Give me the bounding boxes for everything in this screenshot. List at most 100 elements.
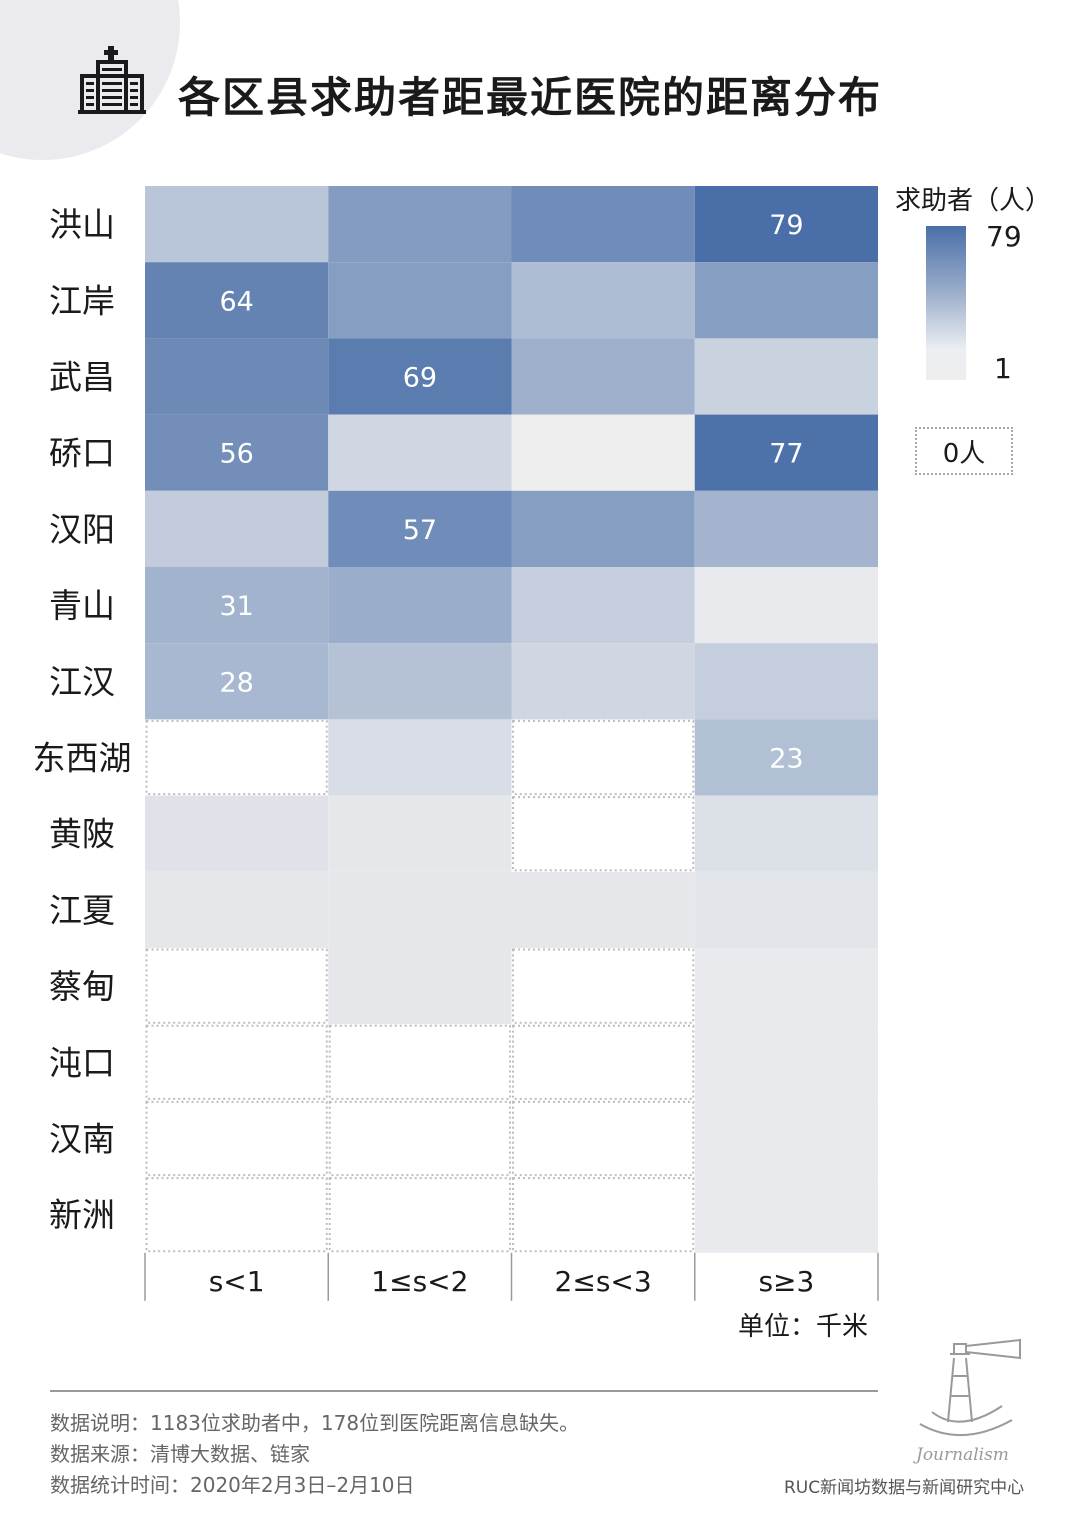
heatmap-cell	[694, 719, 878, 796]
chart-title: 各区县求助者距最近医院的距离分布	[178, 73, 883, 122]
cell-value-label: 28	[219, 667, 253, 698]
hospital-building-icon	[78, 46, 146, 114]
heatmap-cell	[694, 490, 878, 567]
heatmap-cell	[328, 795, 512, 872]
heatmap-cell	[145, 1177, 328, 1253]
heatmap-cell	[694, 414, 878, 491]
cell-value-label: 64	[219, 286, 253, 317]
heatmap-cell	[694, 795, 878, 872]
heatmap-cell	[145, 643, 329, 720]
heatmap-cell	[328, 186, 512, 263]
legend-title: 求助者（人）	[895, 186, 1052, 216]
heatmap-cell	[694, 1176, 878, 1253]
row-label: 黄陂	[49, 815, 115, 854]
heatmap-cell	[694, 643, 878, 720]
heatmap-cell	[512, 1024, 695, 1100]
heatmap-cell	[328, 414, 512, 491]
cell-value-label: 77	[769, 439, 803, 470]
heatmap-cell	[145, 1024, 328, 1100]
column-label: s<1	[209, 1265, 265, 1298]
heatmap-cell	[328, 719, 512, 796]
heatmap-cell	[694, 186, 878, 263]
data-note: 数据说明：1183位求助者中，178位到医院距离信息缺失。	[50, 1411, 580, 1435]
heatmap-cell	[328, 262, 512, 339]
legend-max-label: 79	[986, 220, 1022, 253]
heatmap-cell	[145, 719, 328, 796]
lighthouse-logo: Journalism	[913, 1338, 1021, 1465]
heatmap-cell	[511, 643, 695, 720]
heatmap-cell	[511, 490, 695, 567]
heatmap-cell	[145, 186, 329, 263]
heatmap-cell	[512, 1177, 695, 1253]
heatmap-cell	[328, 567, 512, 644]
footer-divider	[50, 1390, 878, 1392]
heatmap-cell	[512, 719, 695, 796]
heatmap-cell	[511, 186, 695, 263]
row-label: 东西湖	[33, 739, 132, 778]
heatmap-cell	[694, 948, 878, 1025]
heatmap-cell	[145, 948, 328, 1024]
cell-value-label: 57	[403, 515, 437, 546]
heatmap-cell	[511, 262, 695, 339]
row-label: 汉阳	[49, 510, 115, 549]
legend-zero-label: 0人	[942, 438, 986, 469]
heatmap-cell	[694, 871, 878, 948]
legend-color-scale	[926, 226, 966, 380]
heatmap-cell	[512, 948, 695, 1024]
legend-min-label: 1	[994, 352, 1012, 385]
row-label: 江汉	[49, 662, 115, 701]
cell-value-label: 23	[769, 744, 803, 775]
row-label: 青山	[49, 586, 115, 625]
row-label: 江岸	[49, 281, 115, 320]
credit-line: RUC新闻坊数据与新闻研究中心	[784, 1478, 1025, 1498]
row-label: 硚口	[49, 434, 115, 473]
row-label: 蔡甸	[49, 967, 115, 1006]
heatmap-cell	[511, 567, 695, 644]
heatmap-cell	[512, 1100, 695, 1177]
cell-value-label: 79	[769, 210, 803, 241]
data-source: 数据来源：清博大数据、链家	[50, 1442, 310, 1466]
heatmap-cell	[328, 1177, 511, 1253]
heatmap-cell	[145, 795, 329, 872]
column-label: 2≤s<3	[555, 1265, 652, 1298]
heatmap-cell	[145, 871, 329, 948]
heatmap-cell	[328, 1024, 511, 1100]
row-label: 汉南	[49, 1120, 115, 1159]
heatmap-cell	[328, 871, 512, 948]
heatmap-cell	[328, 643, 512, 720]
row-label: 武昌	[49, 358, 115, 397]
column-label: 1≤s<2	[371, 1265, 468, 1298]
legend-zero-swatch: 0人	[915, 427, 1013, 475]
logo-text: Journalism	[913, 1445, 1009, 1465]
row-label: 新洲	[49, 1196, 115, 1235]
heatmap-cell	[511, 414, 695, 491]
heatmap-cell	[694, 567, 878, 644]
row-label: 江夏	[49, 891, 115, 930]
heatmap-cell	[694, 262, 878, 339]
heatmap-chart: 洪山 79 江岸 64 武昌 69 硚口 56 77 汉阳 57 青山 31 江汉 28 东西湖 23 黄陂江夏蔡…	[33, 186, 879, 1301]
row-label: 洪山	[49, 205, 115, 244]
heatmap-cell	[511, 871, 695, 948]
heatmap-cell	[328, 1100, 511, 1177]
unit-label: 单位：千米	[738, 1312, 869, 1342]
heatmap-cell	[145, 338, 329, 415]
heatmap-cell	[328, 490, 512, 567]
heatmap-cell	[145, 1100, 328, 1177]
heatmap-cell	[145, 262, 329, 339]
heatmap-cell	[694, 338, 878, 415]
heatmap-cell	[328, 338, 512, 415]
heatmap-cell	[328, 948, 512, 1025]
row-label: 沌口	[49, 1043, 115, 1082]
cell-value-label: 56	[219, 439, 253, 470]
heatmap-cell	[145, 490, 329, 567]
heatmap-cell	[145, 567, 329, 644]
heatmap-cell	[512, 796, 695, 872]
heatmap-cell	[694, 1100, 878, 1177]
heatmap-cell	[694, 1024, 878, 1101]
data-period: 数据统计时间：2020年2月3日–2月10日	[50, 1473, 415, 1497]
column-label: s≥3	[758, 1265, 814, 1298]
cell-value-label: 69	[403, 363, 437, 394]
heatmap-cell	[511, 338, 695, 415]
cell-value-label: 31	[219, 591, 253, 622]
heatmap-cell	[145, 414, 329, 491]
